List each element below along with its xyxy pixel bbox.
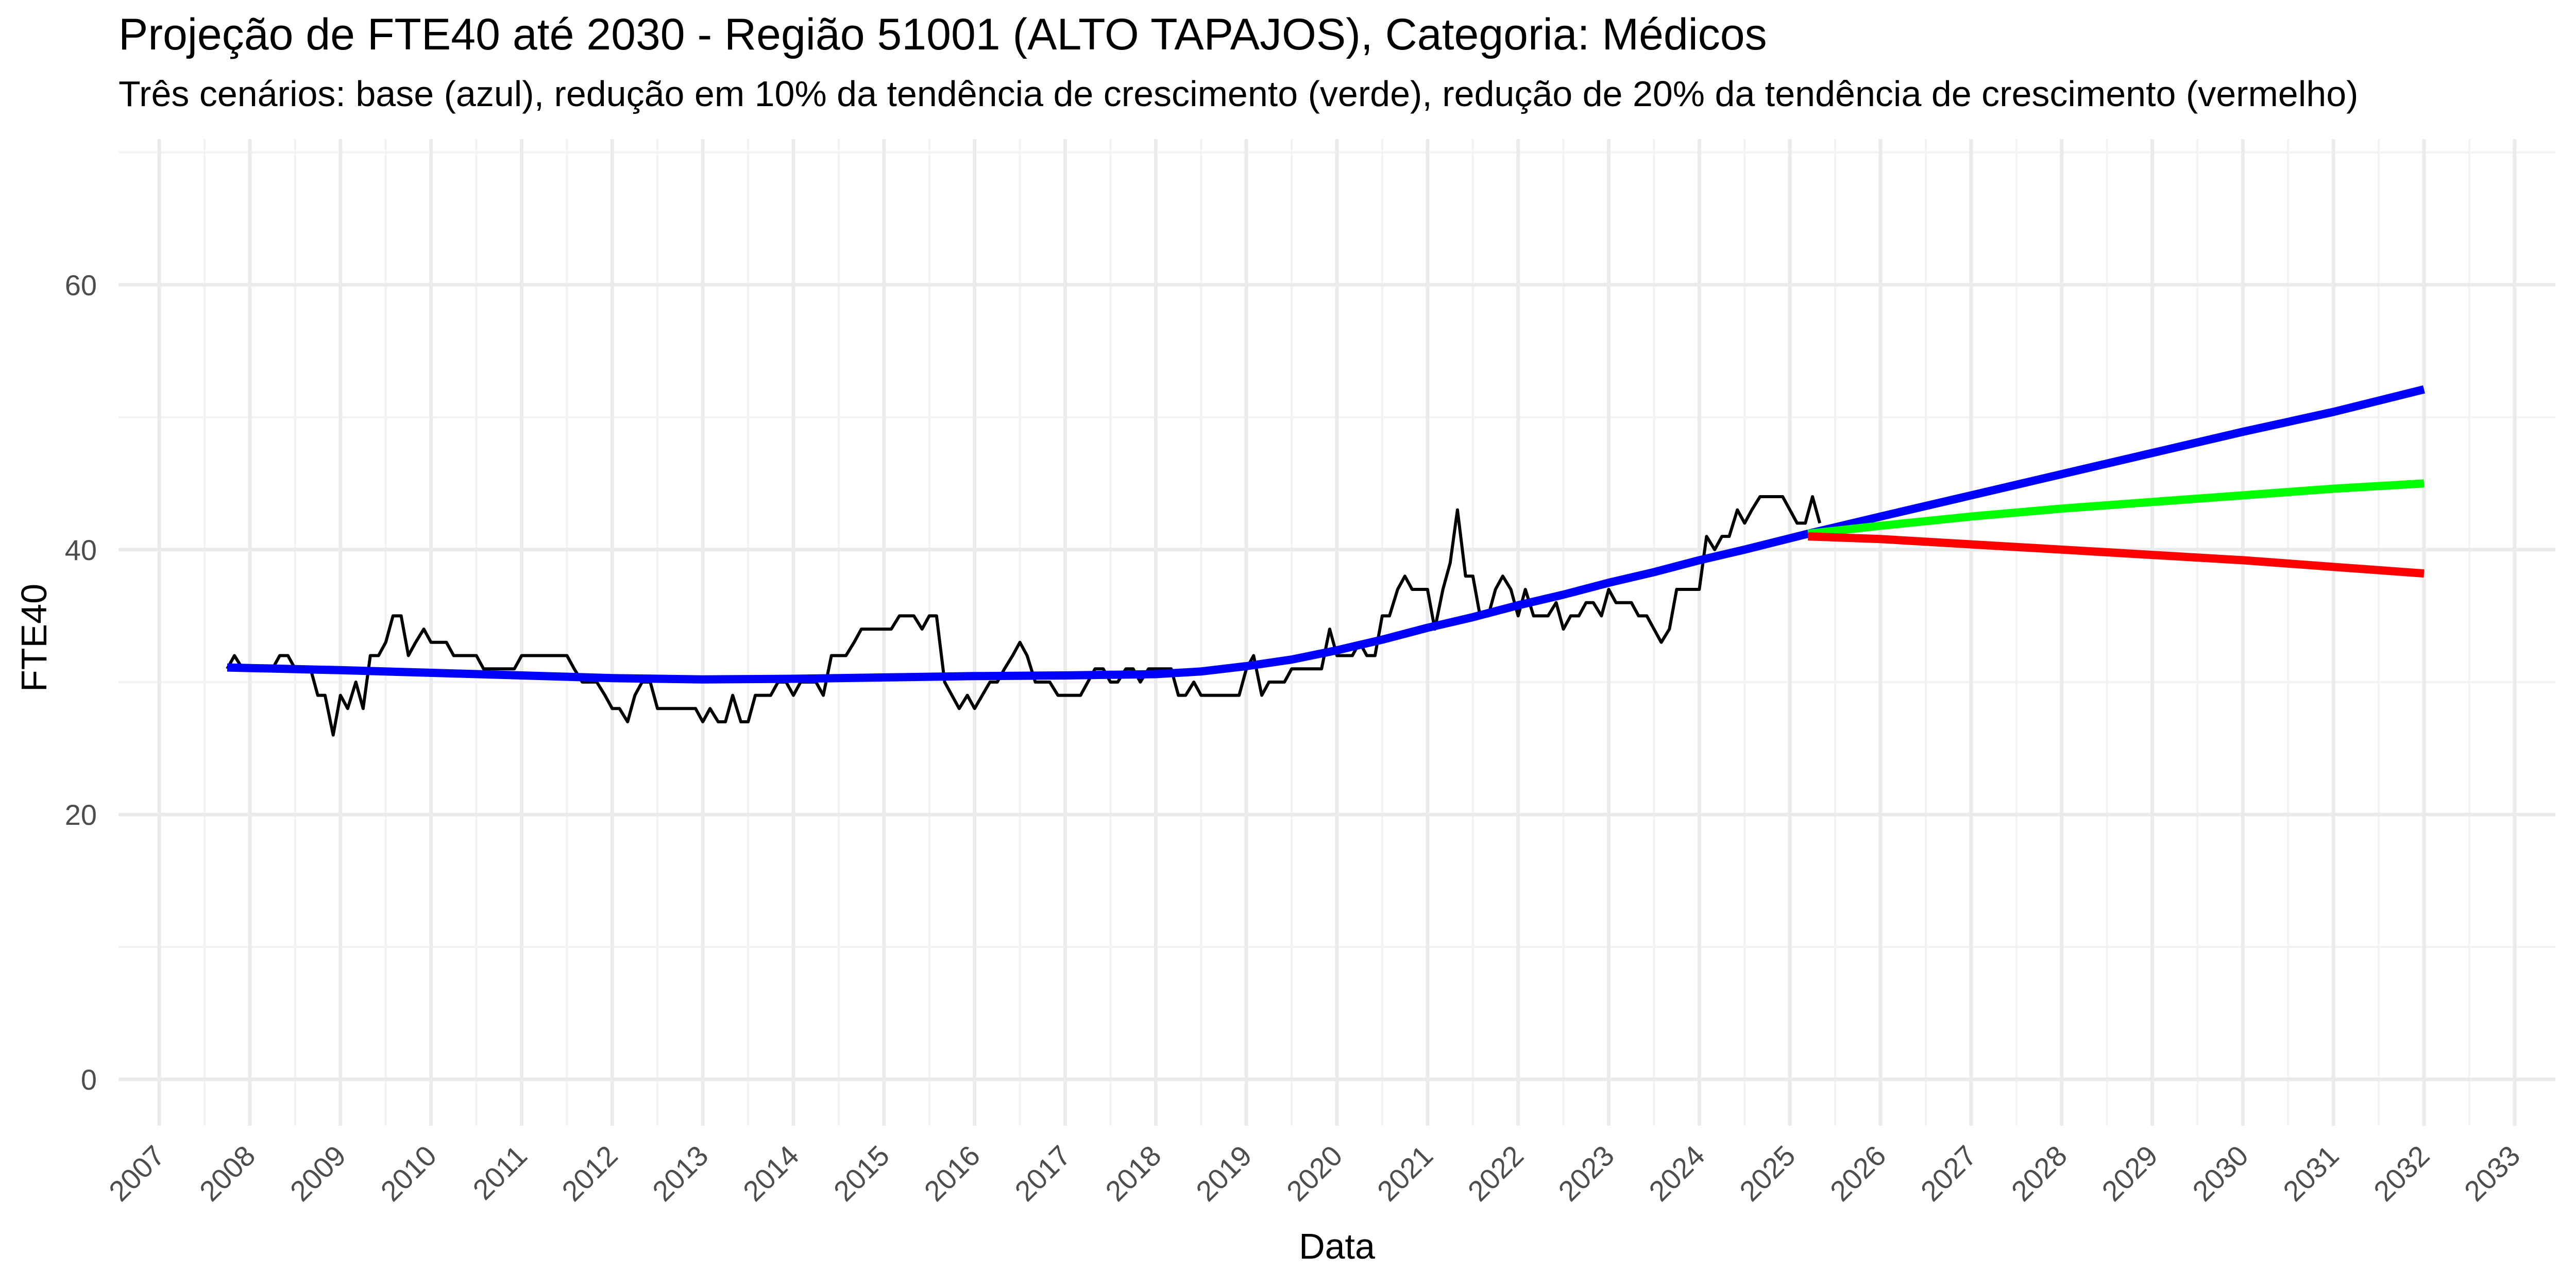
y-tick-label: 0 — [81, 1063, 97, 1096]
chart-title: Projeção de FTE40 até 2030 - Região 5100… — [118, 10, 1767, 59]
x-tick-label: 2007 — [103, 1139, 171, 1208]
chart-subtitle: Três cenários: base (azul), redução em 1… — [118, 74, 2359, 114]
major-gridlines — [118, 139, 2555, 1126]
y-tick-label: 60 — [65, 269, 97, 301]
x-tick-label: 2008 — [193, 1139, 262, 1208]
series-line-2 — [227, 385, 2425, 684]
x-tick-label: 2020 — [1280, 1139, 1349, 1208]
minor-gridlines — [118, 139, 2555, 1126]
x-tick-label: 2028 — [2005, 1139, 2074, 1208]
x-axis-title: Data — [1299, 1226, 1375, 1266]
x-tick-label: 2026 — [1824, 1139, 1892, 1208]
x-tick-labels: 2007 2008 2009 2010 2011 2012 2013 2014 2015 2016… — [103, 1139, 2526, 1208]
x-tick-label: 2011 — [466, 1139, 533, 1206]
x-tick-label: 2014 — [737, 1139, 805, 1208]
y-axis-title: FTE40 — [14, 584, 54, 692]
x-tick-label: 2009 — [284, 1139, 352, 1208]
y-tick-label: 40 — [65, 534, 97, 566]
x-tick-label: 2010 — [374, 1139, 443, 1208]
x-tick-label: 2022 — [1462, 1139, 1530, 1208]
x-tick-label: 2018 — [1099, 1139, 1167, 1208]
y-tick-label: 20 — [65, 799, 97, 831]
y-tick-labels: 0 20 40 60 — [65, 269, 97, 1096]
x-tick-label: 2019 — [1190, 1139, 1258, 1208]
x-tick-label: 2030 — [2186, 1139, 2255, 1208]
x-tick-label: 2016 — [918, 1139, 987, 1208]
series-line-4 — [1808, 532, 2425, 578]
x-tick-label: 2029 — [2095, 1139, 2164, 1208]
x-tick-label: 2027 — [1914, 1139, 1983, 1208]
series-line-1 — [226, 495, 1822, 737]
x-tick-label: 2017 — [1008, 1139, 1077, 1208]
x-tick-label: 2013 — [646, 1139, 715, 1208]
x-tick-label: 2025 — [1733, 1139, 1802, 1208]
x-tick-label: 2012 — [555, 1139, 624, 1208]
x-tick-label: 2031 — [2277, 1139, 2345, 1208]
series-line-3 — [1807, 479, 2425, 538]
x-tick-label: 2015 — [827, 1139, 896, 1208]
x-tick-label: 2021 — [1371, 1139, 1439, 1208]
x-tick-label: 2024 — [1642, 1139, 1711, 1208]
series-layer — [226, 385, 2425, 737]
x-tick-label: 2023 — [1552, 1139, 1620, 1208]
x-tick-label: 2032 — [2367, 1139, 2436, 1208]
x-tick-label: 2033 — [2458, 1139, 2527, 1208]
